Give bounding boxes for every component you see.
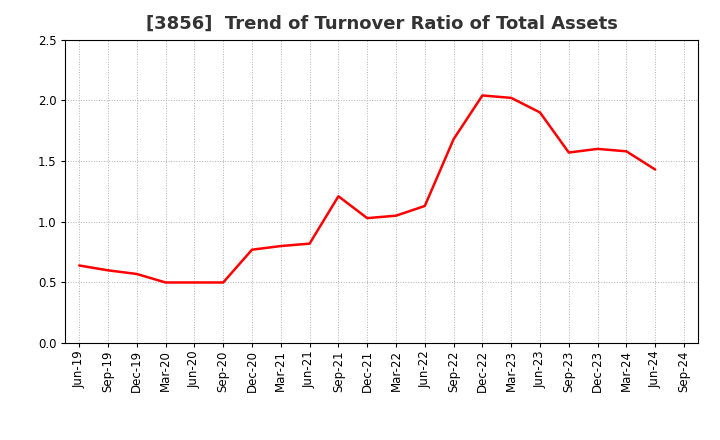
Title: [3856]  Trend of Turnover Ratio of Total Assets: [3856] Trend of Turnover Ratio of Total … bbox=[145, 15, 618, 33]
